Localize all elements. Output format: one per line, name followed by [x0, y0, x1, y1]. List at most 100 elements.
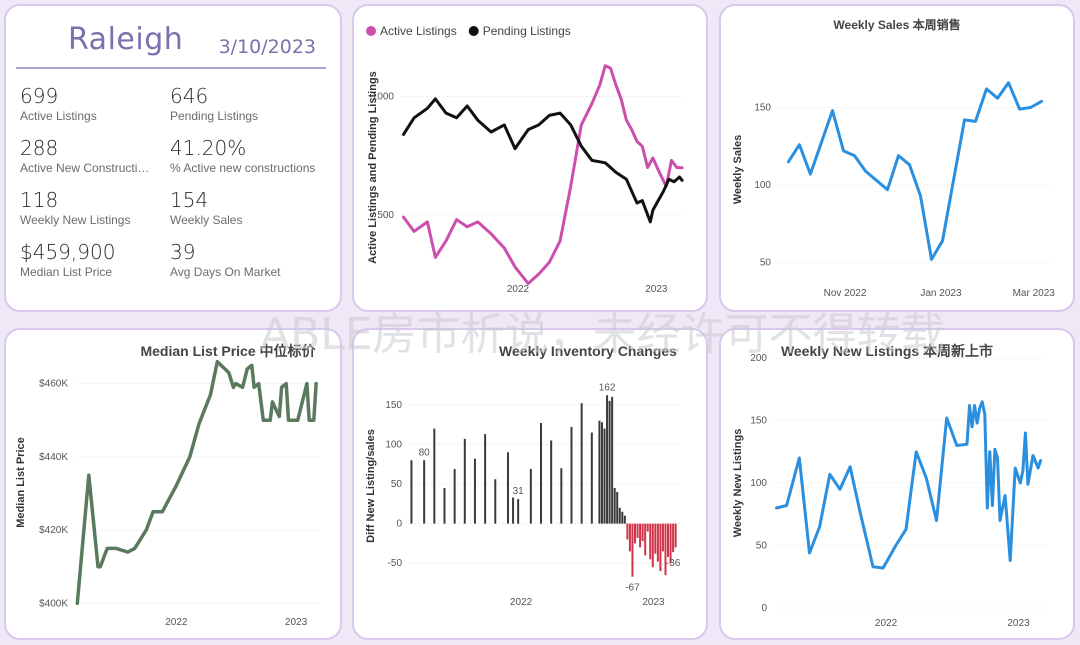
y-axis-label: Weekly New Listings	[732, 429, 744, 538]
kpi-weekly-new-listings: 118 Weekly New Listings	[20, 188, 178, 228]
bar	[644, 523, 647, 556]
median-price-chart: $400K $420K $440K $460K 2022 2023 Median List …	[15, 343, 320, 628]
y-tick-label: 0	[761, 603, 767, 614]
x-tick-label: 2022	[165, 617, 188, 628]
y-tick-label: 100	[385, 439, 402, 450]
y-tick-label: 100	[754, 180, 771, 191]
y-tick-label: $440K	[39, 452, 68, 463]
kpi-label: Weekly New Listings	[20, 213, 131, 227]
bar	[628, 523, 631, 552]
new-listings-chart: 0 50 100 150 200 2022 2023 Weekly New Listings W…	[732, 343, 1045, 629]
bar	[600, 422, 603, 524]
bar	[656, 523, 659, 562]
bar	[646, 523, 649, 532]
y-tick-label: 50	[391, 479, 403, 490]
bar	[606, 395, 609, 524]
data-label: -36	[666, 558, 681, 569]
bar	[517, 499, 520, 524]
bar	[623, 515, 626, 524]
y-tick-label: $460K	[39, 379, 68, 390]
kpi-active-listings: 699 Active Listings	[20, 84, 178, 124]
inventory-changes-chart-card: -50 0 50 100 150 2022 2023 Diff New Listing/sal…	[352, 328, 708, 640]
new-listings-chart-card: 0 50 100 150 200 2022 2023 Weekly New Listings W…	[719, 328, 1075, 640]
kpi-active-new-constructions: 288 Active New Constructions	[20, 136, 152, 176]
kpi-value: 154	[170, 188, 209, 212]
legend-marker	[468, 26, 479, 36]
bar	[453, 468, 456, 524]
y-axis-label: Median List Price	[15, 437, 27, 527]
kpi-label: Active Listings	[20, 109, 97, 123]
bar	[649, 523, 652, 560]
kpi-label: Active New Constructions	[20, 161, 152, 175]
x-tick-label: Jan 2023	[920, 288, 962, 299]
divider	[16, 67, 326, 69]
y-tick-label: 0	[396, 519, 402, 530]
bar	[639, 523, 642, 548]
data-label: 31	[513, 486, 525, 497]
legend-marker	[366, 26, 376, 36]
bar	[626, 523, 629, 540]
x-tick-label: 2023	[642, 597, 665, 608]
y-tick-label: 50	[760, 258, 772, 269]
bar	[621, 511, 624, 524]
bar	[611, 396, 614, 524]
x-tick-label: 2023	[1007, 618, 1030, 629]
kpi-avg-days-on-market: 39 Avg Days On Market	[170, 240, 328, 280]
kpi-value: 646	[170, 84, 209, 108]
bar	[669, 523, 672, 564]
series-line	[402, 64, 684, 285]
kpi-weekly-sales: 154 Weekly Sales	[170, 188, 328, 228]
bar	[634, 523, 636, 544]
bar	[667, 523, 670, 557]
weekly-sales-chart: 50 100 150 Nov 2022 Jan 2023 Mar 2023 Weekly S…	[732, 17, 1056, 299]
x-tick-label: Mar 2023	[1013, 288, 1056, 299]
bar	[608, 400, 611, 524]
chart-title: Median List Price 中位标价	[140, 343, 316, 359]
y-axis-label: Diff New Listing/sales	[365, 429, 377, 543]
weekly-sales-chart-card: 50 100 150 Nov 2022 Jan 2023 Mar 2023 Weekly S…	[719, 4, 1075, 312]
y-tick-label: -50	[388, 558, 403, 569]
y-tick-label: 100	[750, 478, 767, 489]
series-line	[786, 81, 1044, 261]
city-name: Raleigh	[68, 22, 184, 57]
y-tick-label: 500	[377, 210, 394, 221]
bar	[616, 491, 619, 524]
bar	[651, 523, 654, 568]
chart-title: Weekly Sales 本周销售	[833, 17, 960, 32]
legend-label: Active Listings	[380, 24, 457, 38]
bar	[613, 487, 616, 524]
data-label: -67	[625, 583, 640, 594]
bar	[473, 458, 476, 524]
x-tick-label: 2022	[510, 597, 533, 608]
bar	[484, 434, 487, 524]
kpi-value: 41.20%	[170, 136, 247, 160]
series-line	[75, 359, 318, 606]
y-axis-label: Weekly Sales	[732, 135, 744, 205]
bar	[570, 426, 573, 524]
bar	[506, 452, 509, 524]
kpi-value: 699	[20, 84, 59, 108]
kpi-median-list-price: $459,900 Median List Price	[20, 240, 178, 280]
x-tick-label: 2022	[875, 618, 898, 629]
bar	[672, 523, 675, 553]
chart-title: Weekly New Listings 本周新上市	[781, 343, 993, 359]
kpi-label: Median List Price	[20, 265, 113, 279]
kpi-value: 39	[170, 240, 196, 264]
kpi-pct-active-new-constructions: 41.20% % Active new constructions	[170, 136, 328, 176]
bar	[529, 468, 532, 524]
x-tick-label: 2022	[507, 284, 530, 295]
bar	[590, 432, 593, 524]
data-label: 162	[599, 382, 616, 393]
y-tick-label: 150	[754, 103, 771, 114]
data-label: 80	[419, 447, 431, 458]
bar	[654, 523, 657, 554]
kpi-value: 118	[20, 188, 59, 212]
median-price-chart-card: $400K $420K $440K $460K 2022 2023 Median List …	[4, 328, 342, 640]
bar	[512, 497, 515, 524]
bar	[641, 523, 644, 542]
y-tick-label: 50	[756, 541, 768, 552]
bar	[550, 440, 553, 524]
bar	[540, 423, 543, 524]
y-tick-label: 1000	[372, 92, 395, 103]
bar	[598, 420, 601, 524]
